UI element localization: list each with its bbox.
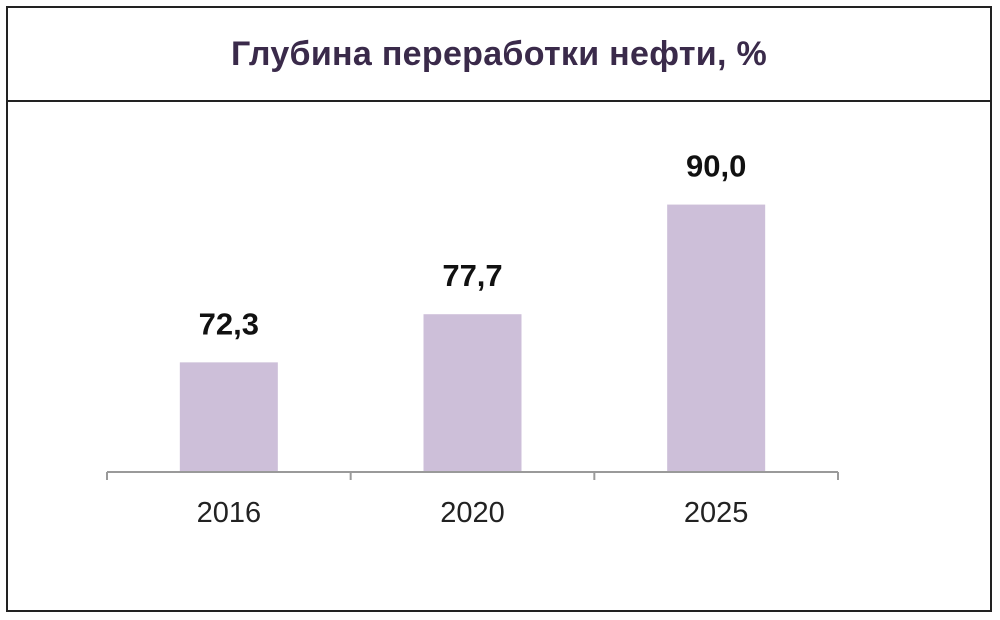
bar-2020	[423, 314, 522, 472]
chart-title: Глубина переработки нефти, %	[8, 8, 990, 102]
x-axis-ticks	[106, 472, 839, 480]
category-labels: 2016 2020 2025	[197, 497, 749, 529]
chart-frame: Глубина переработки нефти, %	[6, 6, 992, 612]
bar-2025	[667, 204, 766, 473]
value-labels: 72,3 77,7 90,0	[199, 149, 747, 342]
bars-group	[179, 204, 766, 473]
bar-2016	[179, 362, 278, 472]
x-tick-label-2016: 2016	[197, 497, 262, 529]
x-tick-label-2020: 2020	[440, 497, 505, 529]
data-label-2025: 90,0	[686, 149, 746, 184]
data-label-2016: 72,3	[199, 306, 259, 341]
x-tick-label-2025: 2025	[684, 497, 749, 529]
data-label-2020: 77,7	[442, 258, 502, 293]
